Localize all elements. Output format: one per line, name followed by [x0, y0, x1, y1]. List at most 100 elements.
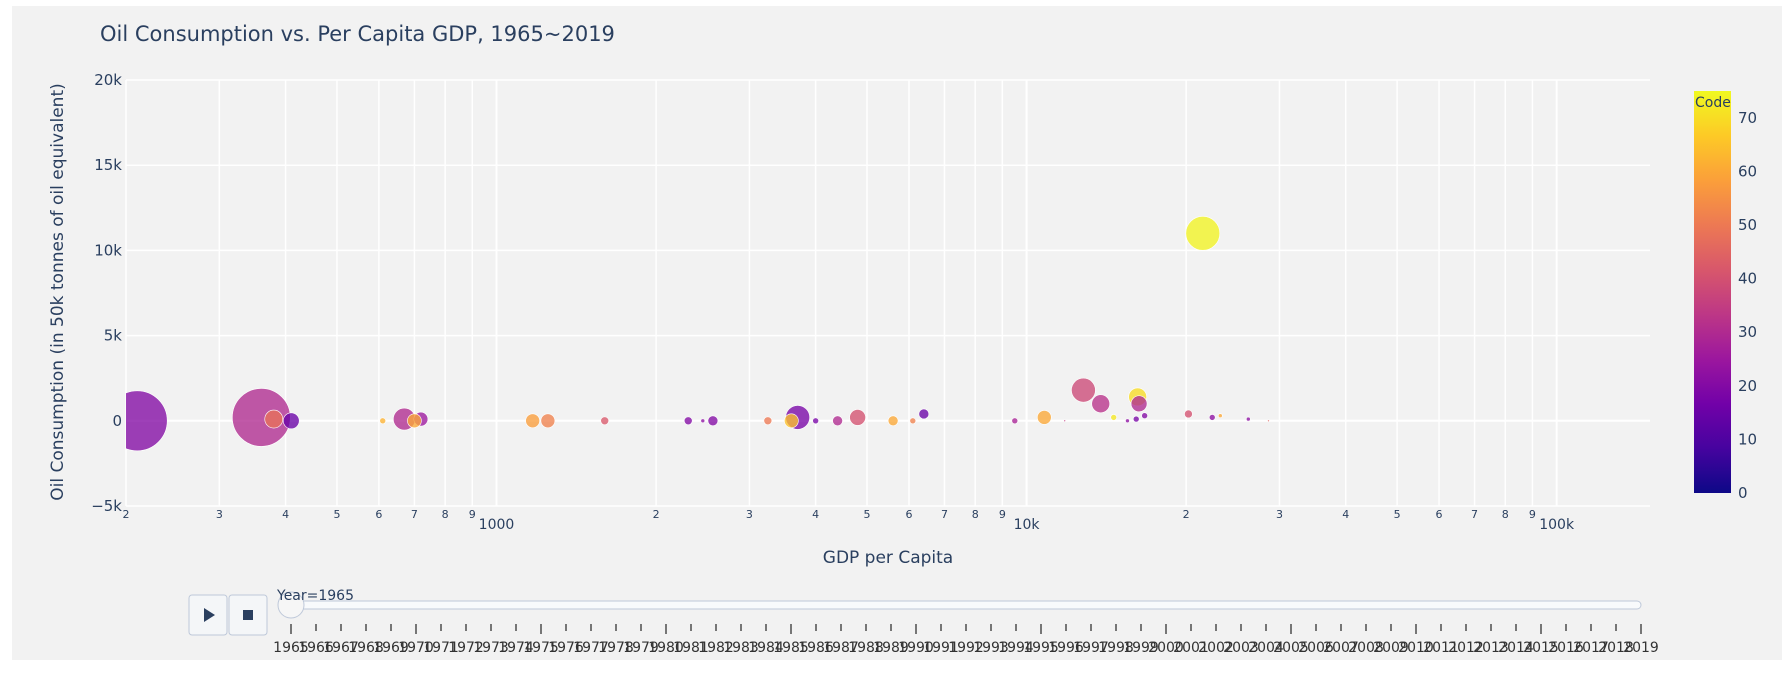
data-point	[707, 415, 719, 427]
x-tick-label: 9	[999, 508, 1006, 521]
slider-tick-label: 1966	[298, 640, 334, 656]
slider-tick-label: 1967	[323, 640, 359, 656]
data-point	[832, 415, 843, 427]
data-point	[1036, 410, 1052, 425]
slider-tick-label: 2006	[1298, 640, 1334, 656]
x-tick-label: 2	[653, 508, 660, 521]
slider-tick-label: 2009	[1373, 640, 1409, 656]
slider-tick-label: 2014	[1498, 640, 1534, 656]
data-point	[1110, 414, 1118, 421]
slider-tick-label: 2016	[1548, 640, 1584, 656]
x-tick-label: 10k	[1014, 517, 1041, 533]
data-point	[540, 413, 556, 429]
data-point	[887, 415, 899, 427]
slider-tick-label: 1976	[548, 640, 584, 656]
data-points	[126, 216, 1270, 452]
data-point	[812, 417, 819, 425]
slider-tick-label: 2017	[1573, 640, 1609, 656]
y-tick-label: 15k	[94, 156, 122, 174]
data-point	[407, 413, 422, 429]
slider-tick-label: 1991	[923, 640, 959, 656]
data-point	[600, 416, 610, 426]
slider-tick-label: 1986	[798, 640, 834, 656]
x-tick-label: 7	[941, 508, 948, 521]
x-tick-label: 2	[123, 508, 130, 521]
slider-handle[interactable]	[277, 591, 305, 619]
slider-tick-label: 1980	[648, 640, 684, 656]
data-point	[1184, 409, 1193, 419]
y-axis-ticks: −5k 0 5k 10k 15k 20k	[91, 71, 122, 515]
data-point	[849, 409, 866, 426]
colorbar-tick-label: 40	[1738, 270, 1757, 288]
slider-tick-label: 2000	[1148, 640, 1184, 656]
x-tick-label: 8	[972, 508, 979, 521]
slider-tick-label: 1970	[398, 640, 434, 656]
slider-tick-label: 1971	[423, 640, 459, 656]
x-tick-label: 5	[1394, 508, 1401, 521]
slider-tick-label: 1990	[898, 640, 934, 656]
y-tick-label: 10k	[94, 241, 122, 259]
slider-tick-label: 2004	[1248, 640, 1284, 656]
slider-tick-label: 1982	[698, 640, 734, 656]
colorbar-title: Code	[1695, 95, 1731, 111]
data-point	[282, 412, 300, 430]
data-point	[126, 390, 168, 452]
data-point	[379, 417, 387, 425]
year-slider[interactable]: 1965196619671968196919701971197219731974…	[273, 588, 1659, 656]
play-icon	[204, 608, 215, 622]
data-point	[763, 416, 773, 426]
slider-tick-label: 1978	[598, 640, 634, 656]
slider-tick-label: 1975	[523, 640, 559, 656]
x-tick-label: 7	[1471, 508, 1478, 521]
slider-tick-label: 2007	[1323, 640, 1359, 656]
slider-tick-label: 1974	[498, 640, 534, 656]
slider-tick-label: 1996	[1048, 640, 1084, 656]
data-point	[1063, 419, 1066, 423]
y-tick-label: 5k	[104, 327, 123, 345]
slider-tick-label: 2019	[1623, 640, 1659, 656]
slider-tick-label: 1972	[448, 640, 484, 656]
slider-tick-label: 1983	[723, 640, 759, 656]
data-point	[909, 417, 917, 425]
x-tick-label: 1000	[479, 517, 515, 533]
slider-current-value: Year=1965	[276, 588, 354, 604]
slider-tick-label: 1965	[273, 640, 309, 656]
x-tick-label: 6	[375, 508, 382, 521]
slider-tick-label: 1981	[673, 640, 709, 656]
data-point	[1141, 412, 1148, 419]
data-point	[918, 408, 930, 420]
slider-tick-label: 2003	[1223, 640, 1259, 656]
chart-title: Oil Consumption vs. Per Capita GDP, 1965…	[100, 22, 615, 46]
colorbar-gradient	[1694, 91, 1731, 493]
data-point	[700, 418, 706, 424]
colorbar-tick-label: 10	[1738, 430, 1757, 448]
slider-tick-label: 2012	[1448, 640, 1484, 656]
x-tick-label: 7	[411, 508, 418, 521]
data-point	[1267, 419, 1270, 423]
slider-rail[interactable]	[282, 600, 1642, 610]
slider-tick-label: 1994	[998, 640, 1034, 656]
slider-tick-label: 1997	[1073, 640, 1109, 656]
slider-tick-label: 1979	[623, 640, 659, 656]
slider-tick-label: 1993	[973, 640, 1009, 656]
stop-button[interactable]	[228, 594, 268, 636]
y-tick-label: −5k	[91, 497, 122, 515]
slider-tick-label: 2008	[1348, 640, 1384, 656]
data-point	[1011, 417, 1019, 425]
colorbar: Code 0 10 20 30 40 50 60 70	[1694, 91, 1757, 502]
x-tick-label: 2	[1183, 508, 1190, 521]
data-point	[1132, 415, 1140, 423]
slider-tick-label: 1987	[823, 640, 859, 656]
slider-ticks: 1965196619671968196919701971197219731974…	[273, 624, 1659, 656]
data-point	[784, 413, 799, 429]
slider-tick-label: 1988	[848, 640, 884, 656]
y-tick-label: 0	[112, 412, 122, 430]
y-axis-label: Oil Consumption (in 50k tonnes of oil eq…	[48, 83, 68, 501]
slider-tick-label: 2001	[1173, 640, 1209, 656]
x-tick-label: 3	[746, 508, 753, 521]
play-button[interactable]	[188, 594, 228, 636]
x-tick-label: 9	[1529, 508, 1536, 521]
colorbar-tick-label: 20	[1738, 377, 1757, 395]
x-tick-label: 9	[469, 508, 476, 521]
